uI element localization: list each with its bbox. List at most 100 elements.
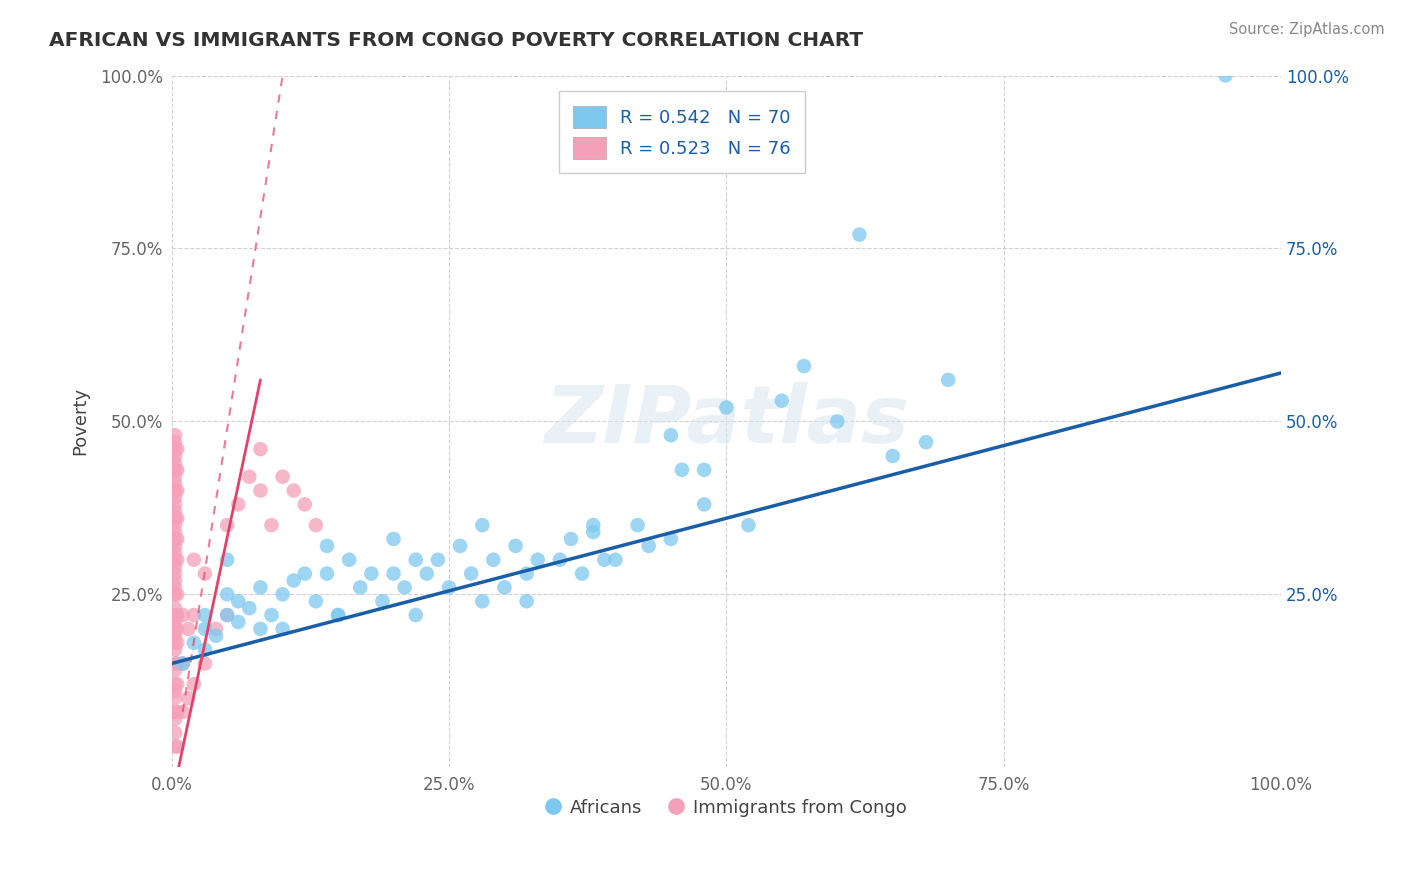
Point [825, 414, 848, 428]
Point [163, 705, 186, 719]
Point [163, 657, 186, 671]
Point [593, 553, 616, 567]
Point [283, 483, 305, 498]
Point [183, 677, 205, 691]
Point [163, 566, 186, 581]
Point [163, 449, 186, 463]
Point [163, 442, 186, 456]
Point [693, 463, 716, 477]
Point [582, 518, 605, 533]
Point [163, 574, 186, 588]
Point [249, 581, 271, 595]
Point [770, 393, 793, 408]
Point [163, 642, 186, 657]
Point [166, 511, 188, 525]
Point [163, 428, 186, 442]
Point [166, 463, 188, 477]
Point [163, 491, 186, 505]
Point [516, 594, 538, 608]
Point [163, 629, 186, 643]
Point [316, 539, 339, 553]
Point [166, 739, 188, 754]
Point [382, 532, 405, 546]
Point [326, 608, 349, 623]
Point [226, 497, 249, 511]
Point [163, 435, 186, 450]
Point [166, 608, 188, 623]
Point [238, 469, 260, 483]
Point [848, 227, 870, 242]
Point [172, 705, 194, 719]
Point [194, 566, 217, 581]
Point [166, 622, 188, 636]
Point [183, 636, 205, 650]
Point [349, 581, 371, 595]
Point [166, 636, 188, 650]
Point [249, 622, 271, 636]
Point [1215, 69, 1237, 83]
Point [915, 435, 938, 450]
Point [163, 511, 186, 525]
Point [548, 553, 571, 567]
Point [172, 657, 194, 671]
Point [166, 705, 188, 719]
Point [163, 559, 186, 574]
Point [460, 566, 482, 581]
Point [217, 608, 239, 623]
Point [163, 469, 186, 483]
Point [163, 725, 186, 739]
Point [382, 566, 405, 581]
Point [271, 622, 294, 636]
Point [416, 566, 439, 581]
Text: AFRICAN VS IMMIGRANTS FROM CONGO POVERTY CORRELATION CHART: AFRICAN VS IMMIGRANTS FROM CONGO POVERTY… [49, 31, 863, 50]
Point [163, 677, 186, 691]
Point [637, 539, 659, 553]
Point [471, 594, 494, 608]
Point [271, 469, 294, 483]
Point [471, 518, 494, 533]
Point [163, 739, 186, 754]
Point [626, 518, 648, 533]
Point [163, 539, 186, 553]
Point [793, 359, 815, 373]
Point [560, 532, 582, 546]
Legend: Africans, Immigrants from Congo: Africans, Immigrants from Congo [538, 791, 914, 824]
Point [305, 518, 328, 533]
Point [205, 622, 228, 636]
Point [163, 518, 186, 533]
Point [249, 442, 271, 456]
Point [405, 553, 427, 567]
Point [194, 622, 217, 636]
Point [194, 642, 217, 657]
Point [194, 608, 217, 623]
Point [882, 449, 904, 463]
Point [693, 497, 716, 511]
Point [172, 608, 194, 623]
Point [166, 442, 188, 456]
Point [163, 581, 186, 595]
Point [163, 712, 186, 726]
Point [271, 587, 294, 601]
Point [605, 553, 627, 567]
Point [163, 691, 186, 706]
Point [659, 428, 682, 442]
Y-axis label: Poverty: Poverty [72, 387, 89, 456]
Point [163, 546, 186, 560]
Point [166, 532, 188, 546]
Point [172, 657, 194, 671]
Point [163, 456, 186, 470]
Point [163, 615, 186, 629]
Point [163, 608, 186, 623]
Point [260, 518, 283, 533]
Point [166, 587, 188, 601]
Point [226, 594, 249, 608]
Point [394, 581, 416, 595]
Point [163, 664, 186, 678]
Point [205, 629, 228, 643]
Point [260, 608, 283, 623]
Point [217, 608, 239, 623]
Text: Source: ZipAtlas.com: Source: ZipAtlas.com [1229, 22, 1385, 37]
Point [526, 553, 548, 567]
Point [505, 539, 527, 553]
Point [166, 677, 188, 691]
